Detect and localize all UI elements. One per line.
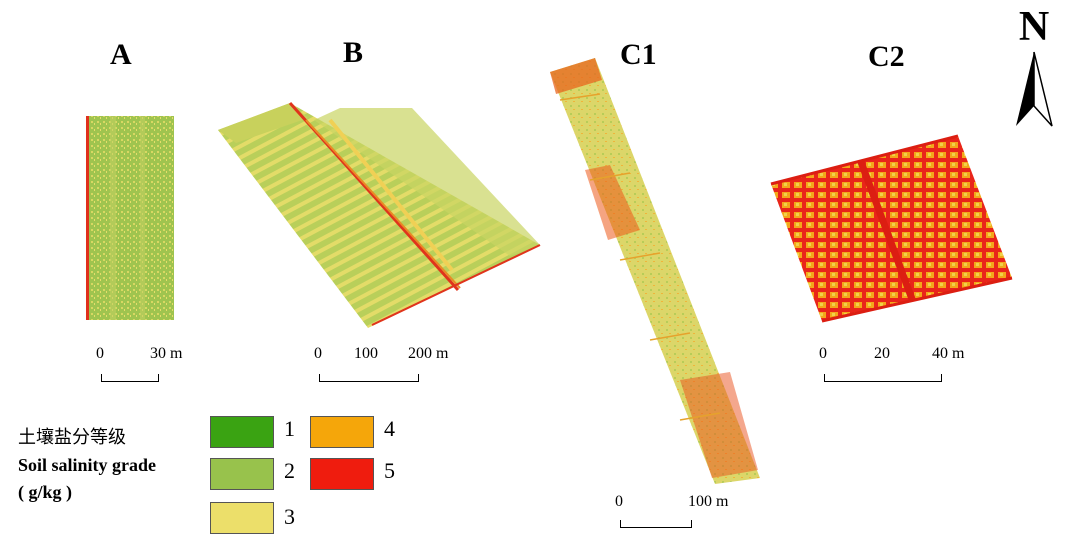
scale-a-start: 0 xyxy=(96,345,104,362)
scale-c2-start: 0 xyxy=(819,345,827,362)
field-b-map xyxy=(218,101,541,328)
field-c1-map xyxy=(550,58,760,484)
scale-bar-c1 xyxy=(620,520,692,528)
legend-title-cn: 土壤盐分等级 xyxy=(18,427,126,447)
scale-b-end: 200 m xyxy=(408,345,449,362)
field-c2-map xyxy=(770,134,1013,323)
north-letter: N xyxy=(1018,4,1050,50)
legend-unit: ( g/kg ) xyxy=(18,482,72,502)
scale-a-end: 30 m xyxy=(150,345,183,362)
scale-c1-start: 0 xyxy=(615,493,623,510)
legend-swatch-1 xyxy=(210,416,274,448)
field-a-map xyxy=(86,116,174,320)
panel-title-b: B xyxy=(343,36,364,69)
north-arrow: N xyxy=(1004,6,1064,131)
legend-title-en: Soil salinity grade xyxy=(18,455,157,475)
north-arrow-icon xyxy=(1016,51,1053,127)
panel-title-c1: C1 xyxy=(620,38,657,71)
scale-c1-end: 100 m xyxy=(688,493,729,510)
legend-swatch-4 xyxy=(310,416,374,448)
scale-b-start: 0 xyxy=(314,345,322,362)
scale-bar-a xyxy=(101,374,159,382)
legend-label-4: 4 xyxy=(384,416,395,441)
scale-b-mid: 100 xyxy=(354,345,378,362)
scale-c2-mid: 20 xyxy=(874,345,890,362)
legend-swatch-3 xyxy=(210,502,274,534)
legend-label-2: 2 xyxy=(284,458,295,483)
scale-bar-c2 xyxy=(824,374,942,382)
legend-label-3: 3 xyxy=(284,504,295,529)
legend-label-5: 5 xyxy=(384,458,395,483)
scale-c2-end: 40 m xyxy=(932,345,965,362)
panel-title-c2: C2 xyxy=(868,40,905,73)
legend-swatch-2 xyxy=(210,458,274,490)
legend-swatch-5 xyxy=(310,458,374,490)
panel-title-a: A xyxy=(110,38,132,71)
scale-bar-b xyxy=(319,374,419,382)
legend-label-1: 1 xyxy=(284,416,295,441)
